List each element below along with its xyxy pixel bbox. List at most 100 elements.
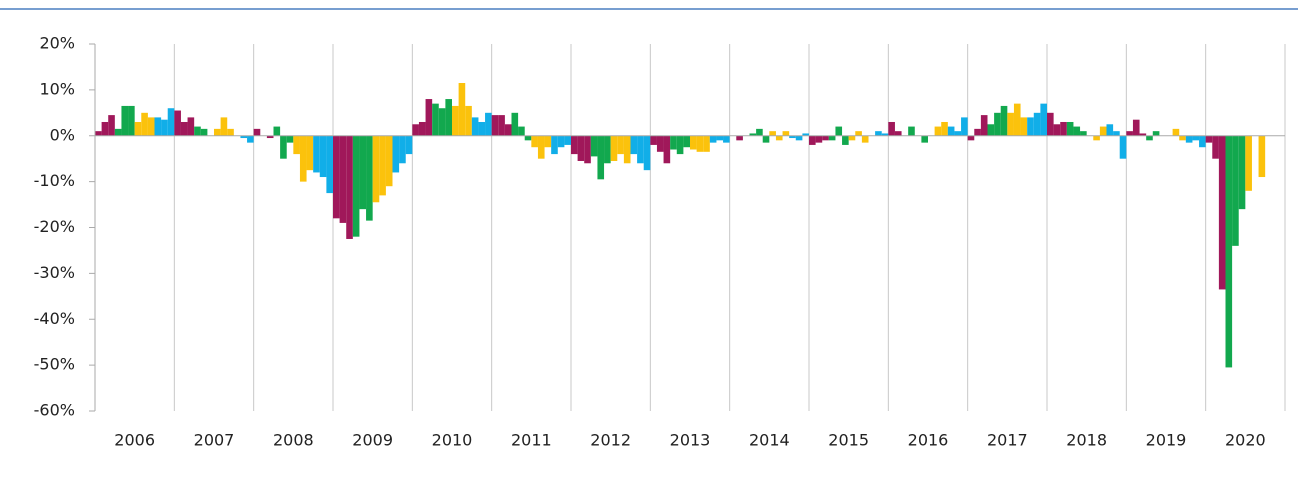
bar	[716, 135, 724, 141]
bar	[1013, 103, 1021, 136]
bar	[1258, 135, 1266, 178]
bar	[663, 135, 671, 164]
bar	[809, 135, 816, 145]
bar	[590, 135, 598, 157]
bar	[544, 135, 552, 148]
bar	[855, 131, 862, 136]
x-tick-label: 2011	[511, 431, 552, 450]
y-tick-label: 0%	[50, 125, 75, 144]
bar	[180, 121, 188, 136]
bar	[894, 131, 902, 136]
x-tick-label: 2007	[194, 431, 235, 450]
bar	[214, 128, 221, 136]
bar	[749, 133, 757, 136]
x-tick-label: 2016	[908, 431, 949, 450]
bar	[709, 135, 717, 143]
bar	[1113, 131, 1120, 136]
x-tick-label: 2015	[828, 431, 869, 450]
bar	[326, 135, 333, 194]
bar	[762, 135, 770, 143]
bar	[782, 131, 790, 136]
bar	[504, 124, 512, 136]
bar	[980, 115, 988, 136]
y-tick-label: -60%	[34, 401, 75, 420]
bar	[643, 135, 651, 171]
x-tick-label: 2018	[1066, 431, 1107, 450]
bar	[498, 115, 505, 136]
bar	[161, 119, 168, 136]
bar	[372, 135, 380, 203]
bar	[399, 135, 406, 164]
y-tick-label: -40%	[34, 309, 75, 328]
bar	[485, 112, 492, 136]
bar	[134, 121, 142, 136]
bar	[147, 117, 155, 136]
bar	[1146, 135, 1153, 141]
bar	[1007, 112, 1014, 136]
bar	[630, 135, 638, 155]
bar	[280, 135, 287, 159]
bar	[286, 135, 294, 143]
bar	[789, 135, 796, 139]
bar	[1152, 131, 1160, 136]
bar	[1099, 126, 1107, 136]
bar	[683, 135, 690, 148]
bar	[1073, 126, 1081, 136]
bar	[174, 110, 181, 136]
bar	[114, 128, 122, 136]
bar	[194, 126, 201, 136]
bar	[524, 135, 532, 141]
bar	[610, 135, 618, 161]
bar	[154, 117, 162, 136]
bar	[438, 108, 446, 136]
y-tick-label: -30%	[34, 263, 75, 282]
bar	[954, 131, 962, 136]
x-tick-label: 2012	[590, 431, 631, 450]
bar	[1000, 105, 1008, 136]
bar	[1218, 135, 1226, 290]
x-tick-label: 2013	[670, 431, 711, 450]
bar	[1080, 131, 1087, 136]
bar	[974, 128, 981, 136]
bar	[392, 135, 400, 173]
bar	[319, 135, 327, 178]
bar	[557, 135, 565, 148]
bar	[670, 135, 677, 150]
bar	[95, 131, 102, 136]
bar	[577, 135, 585, 161]
bar	[471, 117, 479, 136]
bar	[511, 112, 519, 136]
bar	[564, 135, 571, 145]
bar	[537, 135, 545, 159]
bar	[313, 135, 320, 173]
x-tick-label: 2008	[273, 431, 314, 450]
bar	[425, 99, 433, 136]
bar	[637, 135, 644, 164]
bar	[690, 135, 697, 150]
bar	[703, 135, 710, 152]
x-tick-label: 2010	[432, 431, 473, 450]
bar	[1245, 135, 1252, 191]
bar	[108, 115, 115, 136]
bar	[333, 135, 340, 219]
y-tick-label: 20%	[39, 34, 75, 53]
bar	[458, 82, 466, 136]
bar	[1020, 117, 1028, 136]
bar	[875, 131, 882, 136]
bar	[848, 135, 856, 141]
bar	[736, 135, 743, 141]
bar	[656, 135, 664, 152]
bar	[1126, 131, 1133, 136]
bar	[623, 135, 631, 164]
bar	[723, 135, 730, 143]
bar	[432, 103, 439, 136]
bar	[1053, 124, 1061, 136]
bar	[921, 135, 928, 143]
bar	[961, 117, 968, 136]
bar	[1238, 135, 1246, 210]
bar	[273, 126, 281, 136]
bar	[597, 135, 605, 180]
bar	[141, 112, 148, 136]
bar	[1185, 135, 1193, 143]
bar	[359, 135, 367, 210]
